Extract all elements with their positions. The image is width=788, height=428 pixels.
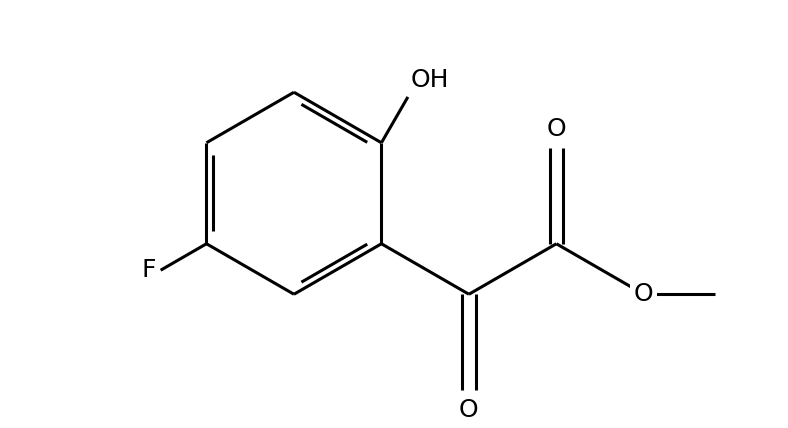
Text: O: O [547,117,567,141]
Text: O: O [634,282,654,306]
Text: OH: OH [411,68,449,92]
Text: O: O [459,398,479,422]
Text: F: F [141,258,156,282]
